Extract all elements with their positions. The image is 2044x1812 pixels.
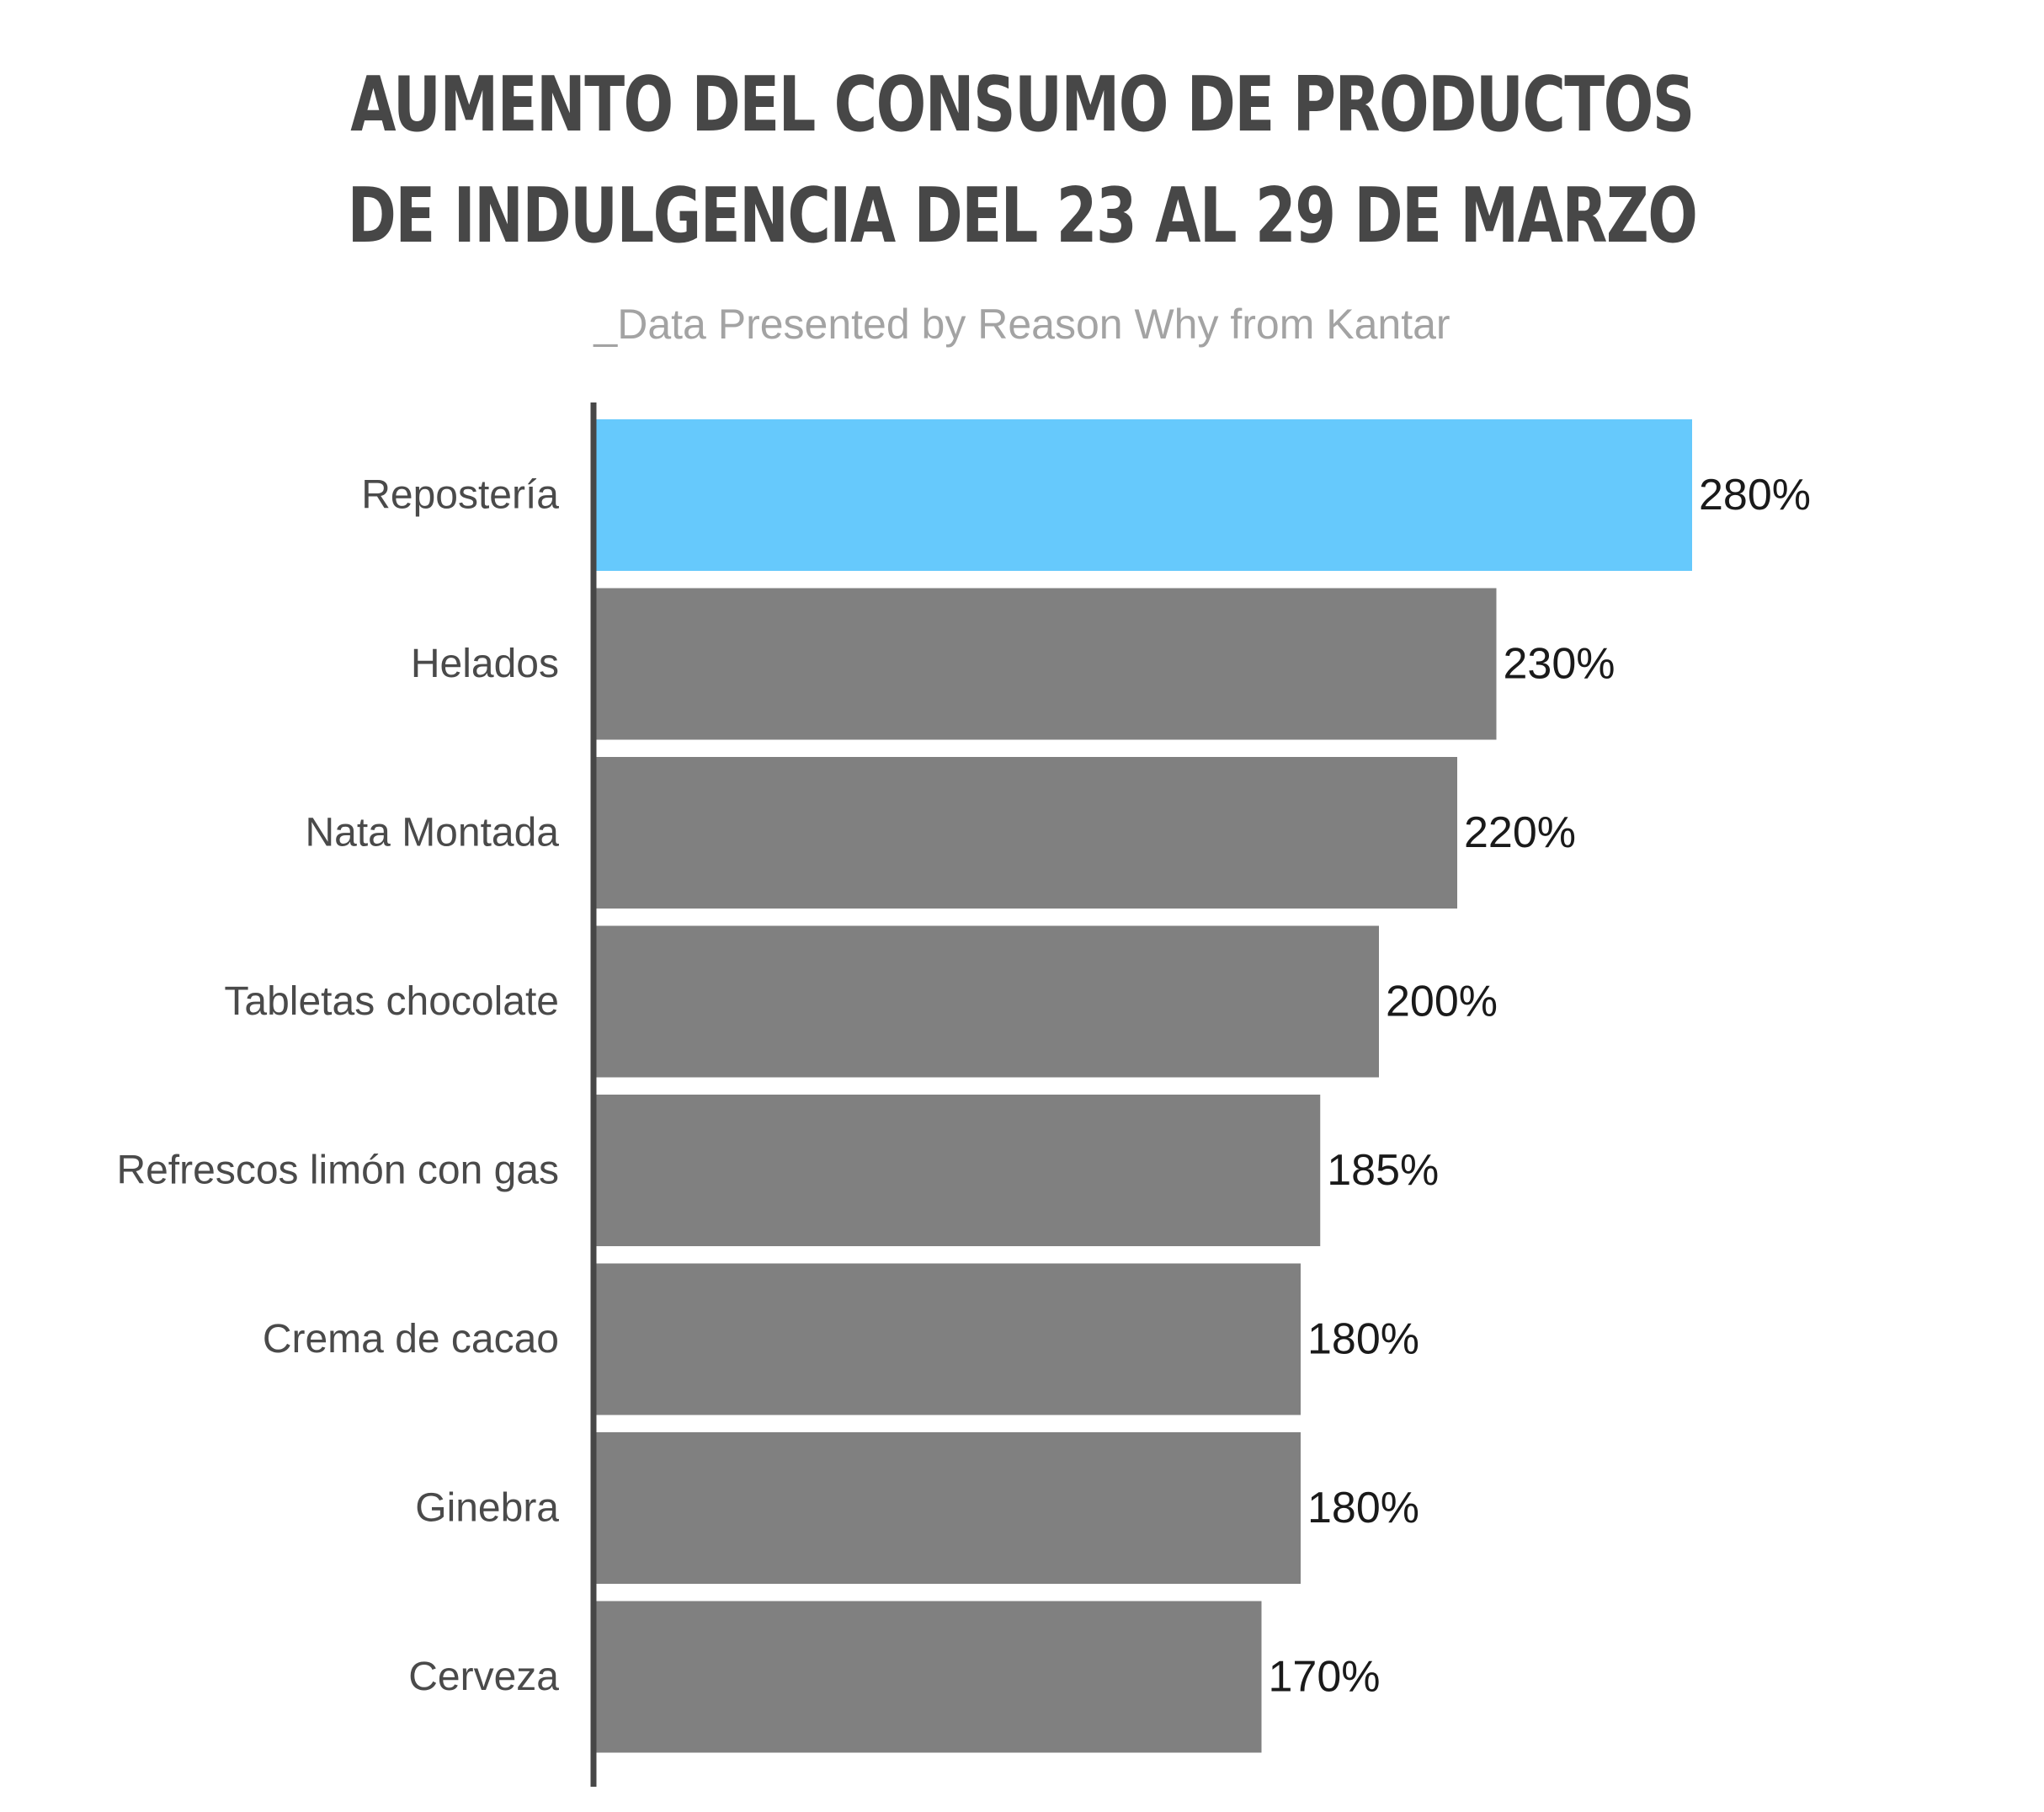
bar-reposteria	[596, 419, 1692, 571]
category-label-reposteria: Repostería	[361, 473, 559, 518]
category-labels-layer: Repostería Helados Nata Montada Tabletas ch…	[116, 473, 559, 1700]
value-label-tabletas-chocolate: 200%	[1386, 978, 1498, 1026]
category-label-ginebra: Ginebra	[415, 1486, 559, 1531]
value-label-ginebra: 180%	[1307, 1484, 1419, 1532]
value-labels-layer: 280% 230% 220% 200% 185% 180% 180% 170%	[1269, 471, 1812, 1702]
category-label-nata-montada: Nata Montada	[305, 811, 559, 855]
value-label-nata-montada: 220%	[1464, 808, 1576, 857]
value-label-reposteria: 280%	[1699, 471, 1811, 520]
category-label-tabletas-chocolate: Tabletas chocolate	[224, 979, 559, 1024]
category-label-helados: Helados	[411, 642, 559, 686]
category-label-crema-de-cacao: Crema de cacao	[263, 1317, 559, 1362]
bar-nata-montada	[596, 757, 1457, 909]
chart-subtitle: _Data Presented by Reason Why from Kanta…	[594, 301, 1450, 348]
bar-cerveza	[596, 1601, 1262, 1753]
bar-refrescos-limon-con-gas	[596, 1095, 1321, 1246]
value-label-crema-de-cacao: 180%	[1307, 1315, 1419, 1364]
value-label-refrescos-limon-con-gas: 185%	[1327, 1146, 1439, 1195]
bar-ginebra	[596, 1432, 1301, 1584]
value-label-cerveza: 170%	[1269, 1653, 1381, 1702]
bar-crema-de-cacao	[596, 1263, 1301, 1415]
bar-helados	[596, 588, 1497, 740]
value-label-helados: 230%	[1504, 640, 1616, 689]
bar-tabletas-chocolate	[596, 925, 1379, 1078]
chart-title-line-1: AUMENTO DEL CONSUMO DE PRODUCTOS	[350, 61, 1695, 149]
category-label-refrescos-limon-con-gas: Refrescos limón con gas	[116, 1148, 559, 1193]
category-label-cerveza: Cerveza	[408, 1655, 559, 1699]
chart-title-line-2: DE INDULGENCIA DEL 23 AL 29 DE MARZO	[347, 172, 1698, 260]
bars-layer	[596, 419, 1692, 1753]
